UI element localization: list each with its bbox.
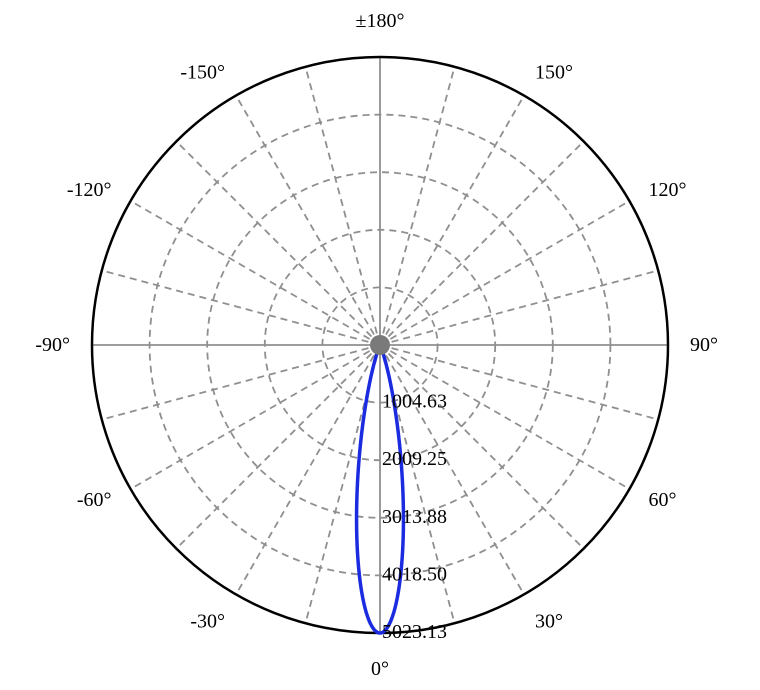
angle-label: -30° (190, 610, 225, 632)
radial-tick-label: 2009.25 (382, 448, 447, 470)
angle-label: 120° (648, 179, 686, 201)
angle-label: 90° (690, 334, 718, 356)
center-dot (370, 335, 390, 355)
angle-label: -120° (67, 179, 112, 201)
angle-label: 150° (535, 62, 573, 84)
radial-tick-label: 5023.13 (382, 621, 447, 643)
angle-label: 30° (535, 610, 563, 632)
angle-label: -150° (180, 62, 225, 84)
polar-chart: 1004.63 2009.25 3013.88 4018.50 5023.13 ±180°… (0, 0, 760, 690)
angle-label: 60° (648, 489, 676, 511)
radial-tick-label: 3013.88 (382, 506, 447, 528)
angle-label: -60° (77, 489, 112, 511)
radial-tick-label: 4018.50 (382, 563, 447, 585)
angle-label: 0° (371, 658, 389, 680)
radial-tick-label: 1004.63 (382, 391, 447, 413)
angle-label: ±180° (356, 10, 405, 32)
angle-label: -90° (35, 334, 70, 356)
